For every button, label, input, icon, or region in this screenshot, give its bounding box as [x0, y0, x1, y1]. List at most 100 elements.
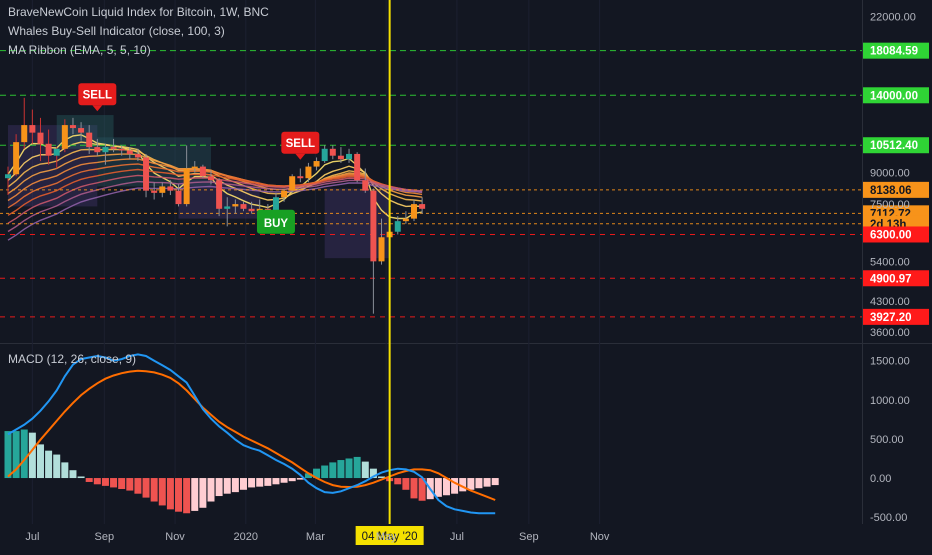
date-cursor-label: 04 May '20 [362, 531, 418, 543]
candle-body [248, 208, 255, 212]
candle-body [159, 186, 166, 193]
candle-body [289, 176, 296, 191]
x-tick-label: Nov [590, 531, 610, 543]
candle-body [69, 125, 76, 129]
candle-body [216, 180, 223, 209]
price-label-box [863, 308, 929, 325]
candle-body [37, 132, 44, 144]
macd-y-tick-label: -500.00 [870, 512, 907, 524]
candle-body [281, 190, 288, 198]
macd-histogram-bar [442, 478, 450, 496]
macd-histogram-bar [353, 456, 361, 479]
ema-ribbon-line [7, 168, 423, 216]
axes-layer: Jul Sep Nov 2020 Mar May Jul Sep Nov 18084.59 1400… [25, 11, 929, 543]
macd-histogram-bar [183, 478, 191, 514]
ema-ribbon-line [7, 179, 423, 233]
macd-histogram-bar [118, 478, 126, 489]
candle-body [86, 132, 93, 148]
candle-body [362, 180, 369, 191]
candle-body [143, 157, 150, 191]
ma-ribbon-layer [7, 134, 423, 241]
macd-histogram-bar [199, 478, 207, 508]
macd-histogram-bar [175, 478, 183, 512]
macd-histogram-bar [418, 478, 426, 501]
x-tick-label: Sep [519, 531, 539, 543]
price-label-box [863, 137, 929, 154]
price-label: 3927.20 [870, 312, 912, 324]
candle-body [191, 166, 198, 169]
macd-histogram-bar [69, 470, 77, 479]
macd-histogram-bar [28, 432, 36, 479]
candle-body [313, 161, 320, 167]
sell-signal-badge [78, 83, 117, 106]
candle-body [297, 176, 304, 179]
macd-histogram-bar [313, 468, 321, 479]
candle-body [134, 153, 141, 158]
macd-histogram-bar [77, 476, 85, 479]
macd-histogram-bar [239, 478, 247, 490]
macd-line [7, 353, 496, 515]
macd-histogram-bar [304, 473, 312, 479]
x-tick-label: Jul [450, 531, 464, 543]
macd-y-tick-label: 1000.00 [870, 395, 910, 407]
macd-layer [4, 353, 499, 515]
macd-histogram-bar [337, 460, 345, 479]
x-tick-label: Mar [306, 531, 325, 543]
candle-body [61, 125, 68, 149]
candle-body [321, 148, 328, 162]
candle-body [419, 204, 426, 209]
candle-body [402, 218, 409, 222]
price-label-box [863, 87, 929, 104]
indicator-ribbon-label[interactable]: MA Ribbon (EMA, 5, 5, 10) [8, 43, 151, 57]
candle-body [378, 237, 385, 262]
macd-histogram-bar [491, 478, 499, 486]
ema-ribbon-line [7, 141, 423, 208]
signals-layer: SELL SELL BUY [78, 83, 320, 234]
candle-body [370, 190, 377, 262]
macd-histogram-bar [378, 476, 386, 479]
price-label: 14000.00 [870, 90, 918, 102]
candle-body [272, 197, 279, 212]
macd-histogram-bar [53, 454, 61, 479]
macd-histogram-bar [126, 478, 134, 491]
ema-ribbon-line [7, 158, 423, 202]
candle-body [102, 147, 109, 153]
price-label: 8138.06 [870, 185, 912, 197]
macd-title[interactable]: MACD (12, 26, close, 9) [8, 352, 137, 366]
sell-signal-badge [281, 131, 320, 154]
candle-body [305, 166, 312, 179]
macd-histogram-bar [483, 478, 491, 487]
macd-histogram-bar [296, 478, 304, 480]
sell-signal-label: SELL [286, 138, 315, 150]
candle-body [232, 204, 239, 207]
candle-body [21, 125, 28, 143]
macd-histogram-bar [321, 465, 329, 479]
macd-y-tick-label: 500.00 [870, 434, 904, 446]
symbol-title[interactable]: BraveNewCoin Liquid Index for Bitcoin, 1… [8, 5, 269, 19]
candle-body [151, 190, 158, 193]
candle-body [29, 125, 36, 133]
macd-histogram-bar [45, 450, 53, 479]
macd-histogram-bar [345, 458, 353, 479]
indicator-whales-label[interactable]: Whales Buy-Sell Indicator (close, 100, 3… [8, 24, 225, 38]
macd-histogram-bar [256, 478, 264, 487]
macd-histogram-bar [410, 478, 418, 499]
y-tick-label: 3600.00 [870, 327, 910, 339]
sell-signal-pointer [92, 105, 103, 112]
candle-body [224, 206, 231, 209]
macd-histogram-bar [264, 478, 272, 486]
candle-body [118, 148, 125, 151]
macd-histogram-bar [20, 429, 28, 479]
y-tick-label: 5400.00 [870, 256, 910, 268]
macd-histogram-bar [85, 478, 93, 482]
macd-histogram-bar [394, 478, 402, 485]
candle-body [78, 128, 85, 133]
macd-histogram-bar [467, 478, 475, 490]
candle-body [199, 166, 206, 177]
candle-body [45, 143, 52, 156]
macd-histogram-bar [272, 478, 280, 485]
price-label-box [863, 226, 929, 243]
x-tick-label: Sep [94, 531, 114, 543]
price-label-box [863, 42, 929, 59]
